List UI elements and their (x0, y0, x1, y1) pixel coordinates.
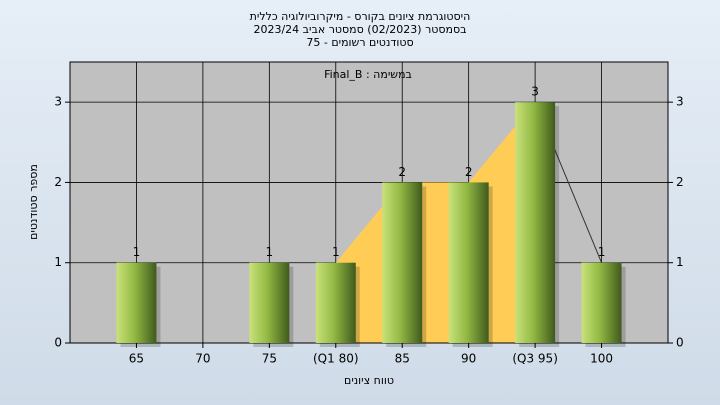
x-tick-label: (Q1 80) (313, 352, 359, 366)
value-label: 3 (531, 85, 539, 99)
x-tick-label: 90 (461, 352, 476, 366)
y-tick-label: 1 (54, 255, 62, 269)
bar (315, 262, 356, 343)
bar (249, 262, 290, 343)
bar (448, 182, 489, 343)
x-tick-label: 75 (262, 352, 277, 366)
y-tick-label: 2 (54, 175, 62, 189)
title-line: בסמסטר (02/2023) סמסטר אביב 2023/24 (253, 23, 466, 36)
value-label: 1 (266, 245, 274, 259)
x-axis-label: טווח ציונים (344, 374, 394, 387)
y2-tick-label: 2 (676, 175, 684, 189)
y-tick-label: 0 (54, 336, 62, 350)
x-tick-label: 70 (195, 352, 210, 366)
title-line: סטודנטים רשומים - 75 (306, 36, 413, 49)
y-tick-label: 3 (54, 95, 62, 109)
x-tick-label: 85 (395, 352, 410, 366)
y2-tick-label: 3 (676, 95, 684, 109)
bar (382, 182, 423, 343)
bar (116, 262, 157, 343)
y-axis-label: מספר סטודנטים (27, 164, 40, 240)
x-tick-label: 65 (129, 352, 144, 366)
y2-tick-label: 0 (676, 336, 684, 350)
value-label: 2 (398, 165, 406, 179)
x-tick-label: 100 (590, 352, 613, 366)
bar (515, 102, 556, 344)
value-label: 2 (465, 165, 473, 179)
bar (581, 262, 622, 343)
y2-tick-label: 1 (676, 255, 684, 269)
title-line: היסטוגרמת ציונים בקורס - מיקרוביולוגיה כ… (250, 10, 471, 23)
axes-frame (69, 61, 669, 344)
value-label: 1 (332, 245, 340, 259)
x-tick-label: (Q3 95) (512, 352, 558, 366)
value-label: 1 (133, 245, 141, 259)
annotation: במשימה : Final_B (324, 68, 412, 81)
value-label: 1 (598, 245, 606, 259)
